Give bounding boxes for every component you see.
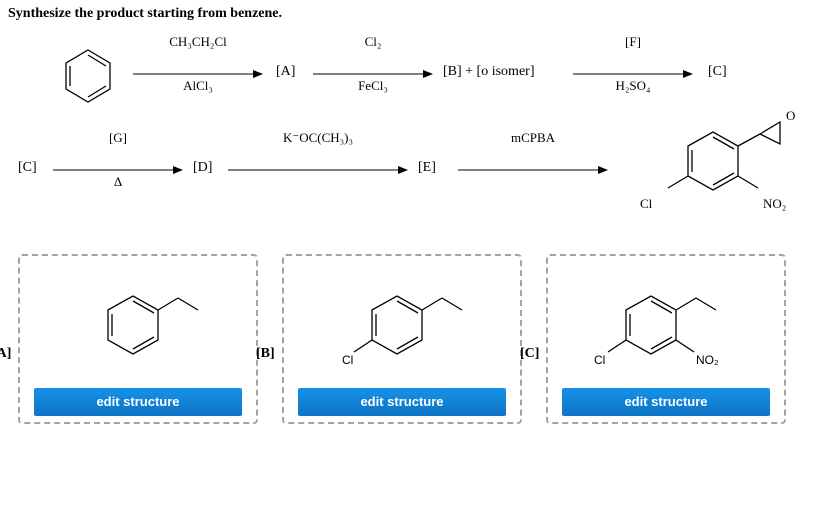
answer-label-C: [C]: [520, 346, 539, 362]
r2-a1-bot: Δ: [68, 174, 168, 190]
product-no2: NO₂: [763, 196, 786, 212]
r1-label-A: [A]: [276, 64, 295, 80]
r2-arrow2: [228, 164, 408, 176]
r2-start: [C]: [18, 160, 37, 176]
svg-text:NO₂: NO₂: [696, 353, 719, 367]
r2-a3-top: mCPBA: [468, 130, 598, 146]
scheme-row-2: [C] [G] Δ [D] K⁻OC(CH₃)₃ [E] mCPBA O Cl …: [18, 116, 816, 246]
answer-label-B: [B]: [256, 346, 275, 362]
r1-a3-bot: H₂SO₄: [578, 78, 688, 94]
scheme-row-1: CH₃CH₂Cl AlCl₃ [A] Cl₂ FeCl₃ [B] + [o is…: [18, 26, 816, 116]
r1-label-B: [B] + [o isomer]: [443, 64, 535, 80]
r1-a3-top: [F]: [578, 34, 688, 50]
answer-box-A: [A] edit structure: [18, 254, 258, 424]
answer-box-C: [C] Cl NO₂ edit structure: [546, 254, 786, 424]
edit-structure-button[interactable]: edit structure: [298, 388, 506, 416]
edit-structure-button[interactable]: edit structure: [562, 388, 770, 416]
structure-B: Cl: [322, 270, 482, 380]
structure-A: [68, 270, 208, 380]
svg-text:Cl: Cl: [594, 353, 605, 367]
r2-a2-top: K⁻OC(CH₃)₃: [238, 130, 398, 146]
r2-a1-top: [G]: [68, 130, 168, 146]
svg-text:O: O: [786, 108, 795, 123]
answers-row: [A] edit structure [B] Cl edit structure…: [18, 254, 816, 424]
r1-a2-top: Cl₂: [318, 34, 428, 50]
page-title: Synthesize the product starting from ben…: [8, 6, 816, 22]
structure-C: Cl NO₂: [566, 270, 766, 380]
svg-text:Cl: Cl: [342, 353, 353, 367]
edit-structure-button[interactable]: edit structure: [34, 388, 242, 416]
answer-label-A: [A]: [0, 346, 11, 362]
product-structure: O: [618, 106, 808, 236]
r1-a2-bot: FeCl₃: [318, 78, 428, 94]
r2-label-D: [D]: [193, 160, 212, 176]
product-cl: Cl: [640, 196, 652, 212]
r1-label-C: [C]: [708, 64, 727, 80]
answer-box-B: [B] Cl edit structure: [282, 254, 522, 424]
r1-a1-bot: AlCl₃: [138, 78, 258, 94]
r2-label-E: [E]: [418, 160, 436, 176]
r2-arrow3: [458, 164, 608, 176]
r1-a1-top: CH₃CH₂Cl: [138, 34, 258, 50]
benzene-start: [58, 46, 118, 106]
